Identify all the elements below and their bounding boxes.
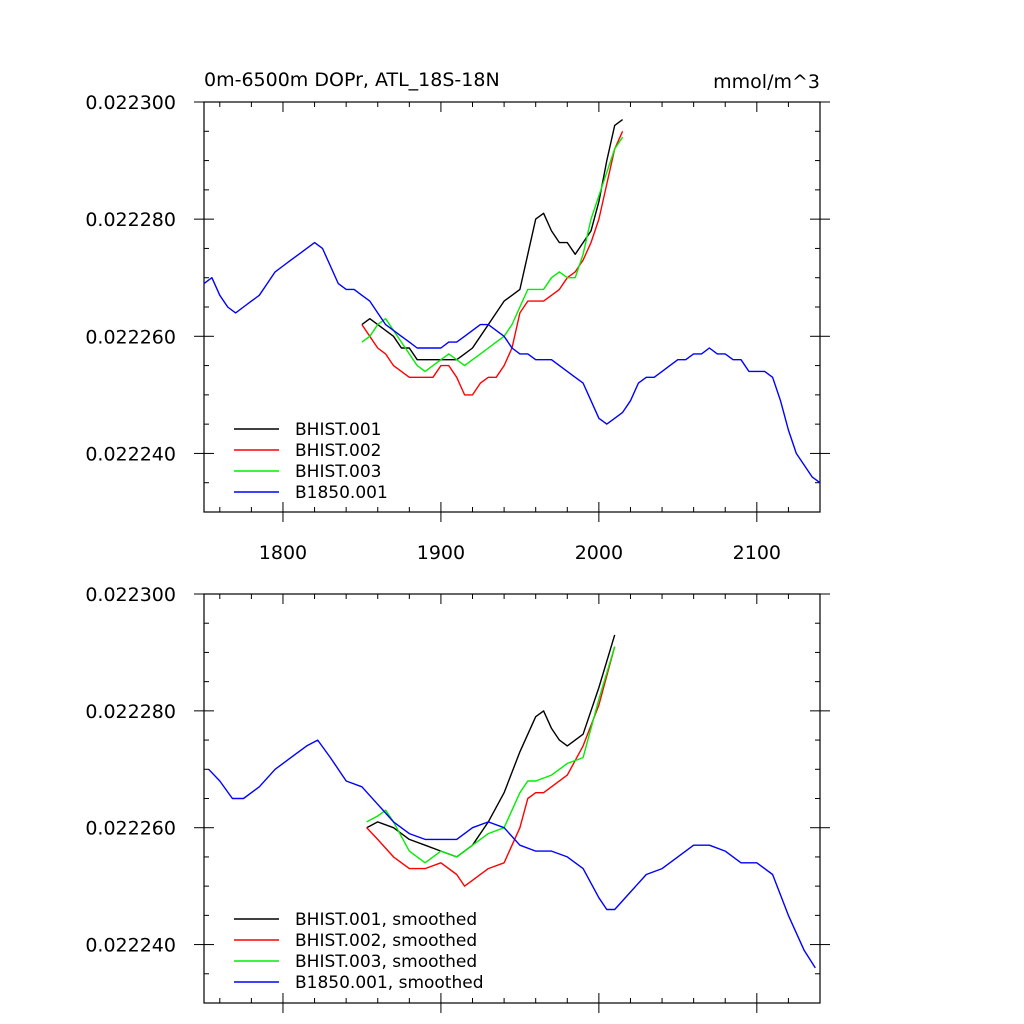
series-line-bhist-003-smoothed (366, 646, 616, 864)
legend-label: B1850.001, smoothed (295, 973, 484, 993)
y-tick-label: 0.022300 (85, 584, 176, 606)
legend-label: BHIST.003 (295, 462, 381, 482)
x-tick-label: 2100 (733, 542, 781, 564)
chart-title: 0m-6500m DOPr, ATL_18S-18N (204, 69, 500, 91)
series-line-bhist-002-smoothed (366, 646, 616, 887)
x-tick-label: 1800 (259, 542, 307, 564)
series-line-bhist-003 (361, 136, 624, 373)
y-tick-label: 0.022260 (85, 818, 176, 840)
legend-label: BHIST.002 (295, 441, 381, 461)
series-line-bhist-001 (361, 119, 624, 361)
x-tick-label: 1900 (417, 542, 465, 564)
legend-label: BHIST.001 (295, 420, 381, 440)
legend-label: BHIST.003, smoothed (295, 952, 477, 972)
legend-label: B1850.001 (295, 483, 388, 503)
legend-label: BHIST.002, smoothed (295, 931, 477, 951)
units-label: mmol/m^3 (713, 71, 820, 93)
y-tick-label: 0.022300 (85, 92, 176, 114)
y-tick-label: 0.022240 (85, 935, 176, 957)
chart-panel-2: 0.022240 0.022260 0.022280 0.022300 BHIST.00… (85, 584, 830, 1013)
y-tick-label: 0.022280 (85, 209, 176, 231)
x-tick-label: 2000 (575, 542, 623, 564)
series-line-b1850-001-smoothed (208, 739, 816, 969)
series-line-bhist-002 (361, 131, 624, 396)
y-tick-label: 0.022240 (85, 443, 176, 465)
chart-panel-1: 0.022240 0.022260 0.022280 0.022300 1800 1900… (85, 69, 830, 564)
y-tick-label: 0.022280 (85, 701, 176, 723)
series-line-bhist-001-smoothed (366, 634, 616, 858)
series-line-b1850-001 (203, 241, 821, 484)
legend-label: BHIST.001, smoothed (295, 910, 477, 930)
y-tick-label: 0.022260 (85, 326, 176, 348)
